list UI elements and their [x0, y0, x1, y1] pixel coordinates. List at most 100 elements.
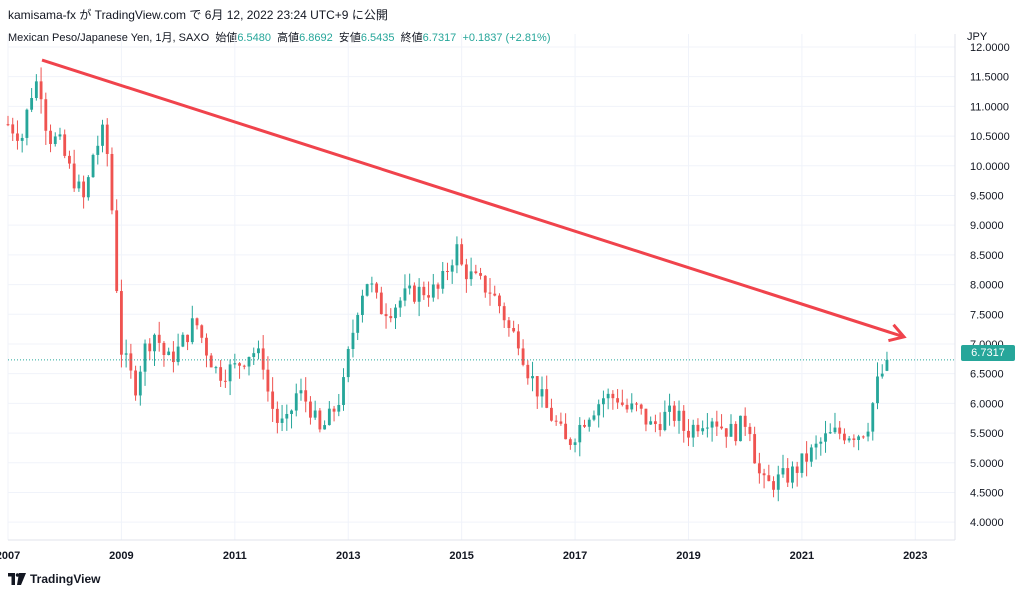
candle-body [171, 351, 175, 363]
candle-body [559, 421, 563, 424]
candle-body [639, 404, 643, 409]
candle-body [417, 286, 421, 302]
candle-body [672, 405, 676, 421]
candle-body [153, 334, 156, 352]
candle-body [356, 314, 360, 333]
candle-body [186, 334, 189, 343]
candle-body [242, 365, 246, 367]
candle-body [209, 355, 213, 368]
candle-body [781, 468, 785, 475]
candle-body [606, 393, 610, 399]
candle-body [464, 264, 468, 280]
candle-body [266, 369, 270, 392]
candle-body [138, 371, 142, 396]
candle-body [86, 177, 90, 198]
candle-body [119, 291, 123, 355]
candle-body [616, 398, 620, 403]
candle-body [658, 424, 662, 431]
candle-body [157, 334, 161, 343]
candle-body [82, 181, 86, 198]
candle-body [535, 376, 539, 397]
footer-brand: TradingView [8, 572, 100, 586]
candle-body [526, 364, 530, 379]
candle-body [715, 421, 719, 427]
candle-body [786, 468, 790, 483]
candle-body [469, 271, 473, 280]
candle-body [554, 420, 558, 422]
candle-body [592, 415, 596, 420]
candle-body [805, 453, 809, 462]
x-tick-label: 2017 [563, 550, 587, 562]
open-label: 始値 [215, 32, 238, 44]
candle-body [861, 436, 865, 438]
high-value: 6.8692 [299, 32, 333, 44]
y-tick-label: 9.5000 [970, 190, 1004, 202]
candle-body [327, 408, 331, 426]
candle-body [483, 275, 487, 293]
candle-body [124, 353, 128, 355]
candle-body [332, 408, 336, 412]
candle-body [512, 328, 516, 332]
candle-body [649, 421, 653, 425]
candle-body [223, 380, 227, 382]
candle-body [691, 424, 695, 438]
candle-body [701, 428, 705, 432]
candle-body [285, 413, 289, 419]
x-tick-label: 2013 [336, 550, 360, 562]
candle-body [53, 136, 57, 145]
x-tick-label: 2007 [0, 550, 20, 562]
candle-body [412, 285, 416, 302]
candle-body [724, 428, 728, 437]
candle-body [460, 244, 464, 265]
candle-body [261, 348, 265, 370]
candle-body [318, 410, 322, 430]
candle-body [370, 283, 374, 285]
candle-body [696, 424, 700, 432]
candle-body [101, 124, 104, 146]
high-label: 高値 [277, 32, 300, 44]
y-tick-label: 12.0000 [970, 42, 1010, 54]
candle-body [772, 481, 775, 490]
y-tick-label: 7.5000 [970, 309, 1004, 321]
candle-body [564, 423, 568, 440]
change-value: +0.1837 (+2.81%) [462, 32, 551, 44]
candle-body [743, 415, 747, 427]
candle-body [493, 293, 497, 296]
candle-body [455, 244, 459, 266]
candle-body [762, 473, 766, 476]
candle-body [739, 415, 742, 442]
candle-body [847, 438, 851, 441]
candle-body [776, 474, 780, 490]
candle-body [436, 284, 440, 289]
candle-body [550, 407, 553, 421]
candle-body [233, 363, 237, 365]
candle-body [753, 434, 757, 464]
candle-body [540, 389, 544, 397]
candle-body [148, 343, 152, 352]
candle-body [620, 402, 624, 405]
candle-body [729, 423, 733, 437]
candle-body [351, 332, 355, 349]
y-tick-label: 9.0000 [970, 220, 1004, 232]
candle-body [757, 463, 761, 474]
candle-body [578, 424, 582, 443]
candle-body [247, 356, 251, 367]
candle-body [611, 393, 615, 399]
candle-body [587, 419, 591, 427]
candle-body [30, 98, 34, 110]
candle-body [871, 403, 875, 432]
candle-body [833, 427, 837, 433]
symbol-name[interactable]: Mexican Peso/Japanese Yen, 1月, SAXO [8, 32, 210, 44]
trend-arrow-line [41, 58, 905, 339]
low-label: 安値 [338, 32, 361, 44]
candle-body [507, 320, 511, 329]
candle-body [687, 430, 690, 438]
trend-arrow-head [888, 323, 907, 343]
candle-body [880, 373, 884, 377]
candle-body [653, 421, 657, 425]
candle-body [181, 334, 185, 347]
candle-body [63, 134, 67, 156]
candle-body [379, 292, 383, 315]
candle-body [398, 300, 402, 308]
